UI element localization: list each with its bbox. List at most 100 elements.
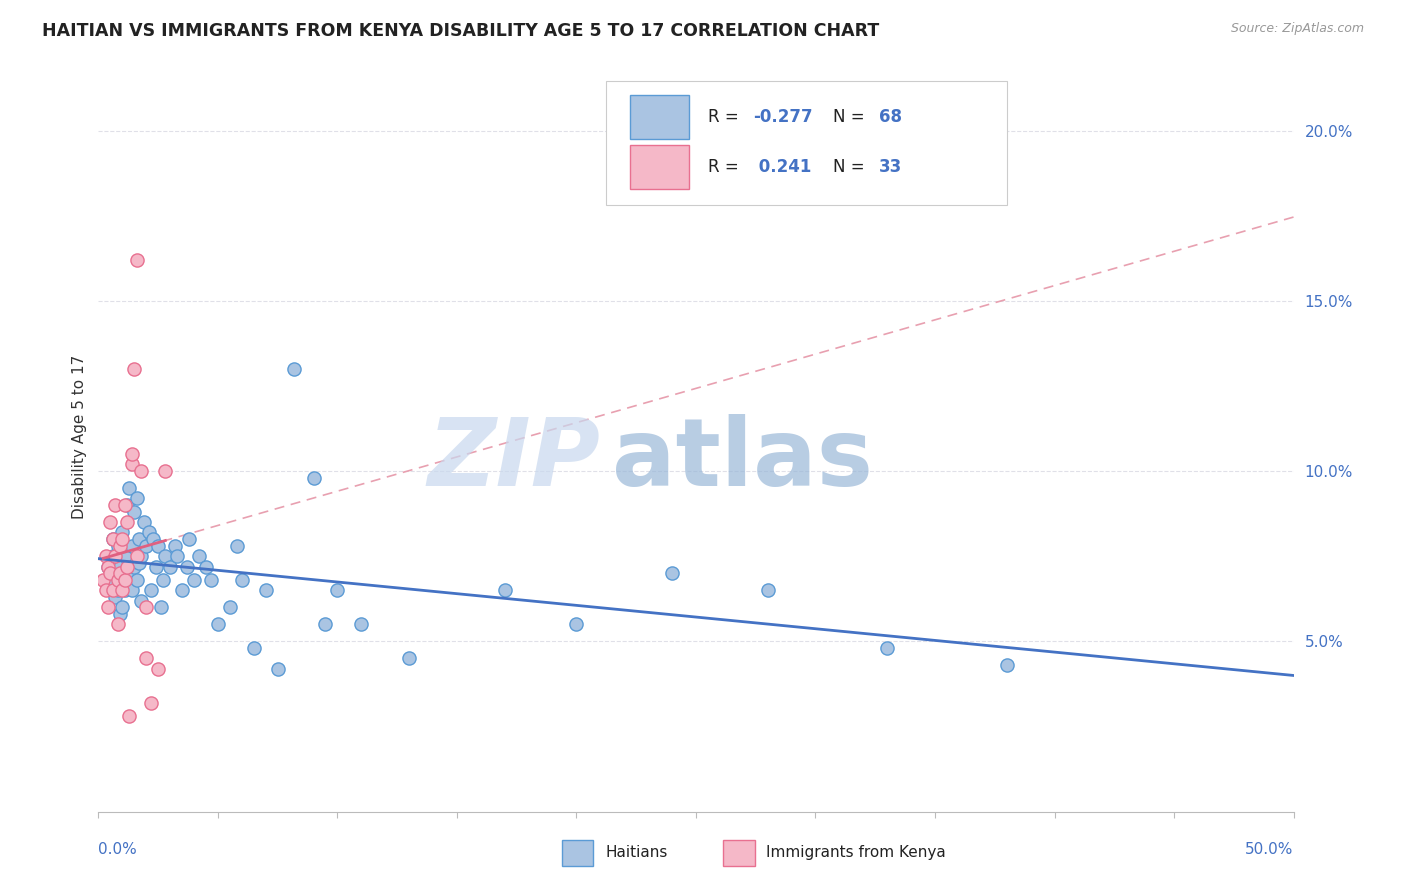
Point (145, 559, 167, 574)
Text: atlas: atlas (613, 414, 873, 506)
Point (98, 566, 122, 581)
Text: N =: N = (834, 159, 870, 177)
Point (118, 481, 141, 495)
Point (111, 583, 134, 598)
Text: 0.0%: 0.0% (98, 842, 138, 856)
FancyBboxPatch shape (630, 95, 689, 139)
Point (114, 549, 136, 564)
Point (138, 525, 160, 540)
Point (995, 658, 1018, 673)
Point (98, 515, 122, 529)
Point (315, 617, 337, 632)
Point (125, 252, 148, 267)
FancyBboxPatch shape (724, 840, 755, 865)
Point (104, 566, 127, 581)
Text: Immigrants from Kenya: Immigrants from Kenya (766, 846, 946, 861)
Point (231, 573, 253, 587)
Point (494, 583, 516, 598)
Point (254, 583, 277, 598)
Point (121, 539, 143, 553)
Point (104, 549, 127, 564)
Point (195, 559, 218, 574)
Text: N =: N = (834, 108, 870, 126)
Point (111, 533, 134, 547)
Point (283, 362, 305, 376)
Point (128, 533, 150, 547)
Text: 0.241: 0.241 (754, 159, 811, 177)
Point (565, 617, 588, 632)
Point (243, 641, 266, 656)
Point (155, 549, 177, 564)
Point (111, 525, 134, 540)
Point (756, 583, 779, 598)
Text: Haitians: Haitians (605, 846, 668, 861)
Point (350, 617, 373, 632)
Point (114, 498, 136, 512)
FancyBboxPatch shape (630, 145, 689, 189)
Point (107, 539, 129, 553)
Point (661, 566, 683, 581)
Point (226, 539, 249, 553)
Point (121, 583, 143, 598)
Point (131, 464, 153, 478)
Point (155, 464, 177, 478)
Point (179, 533, 201, 547)
Point (163, 539, 186, 553)
Point (107, 583, 129, 598)
Point (104, 590, 127, 604)
Point (107, 617, 129, 632)
Point (219, 600, 242, 615)
Point (135, 651, 157, 665)
Point (114, 583, 136, 598)
Y-axis label: Disability Age 5 to 17: Disability Age 5 to 17 (72, 355, 87, 519)
Point (135, 600, 157, 615)
Point (108, 539, 131, 553)
Text: -0.277: -0.277 (754, 108, 813, 126)
Point (326, 583, 349, 598)
Point (142, 533, 165, 547)
Point (125, 491, 148, 506)
Point (187, 549, 209, 564)
Point (124, 505, 146, 519)
Point (101, 583, 124, 598)
Text: Source: ZipAtlas.com: Source: ZipAtlas.com (1230, 22, 1364, 36)
Point (207, 617, 229, 632)
Point (124, 362, 146, 376)
Point (267, 662, 290, 676)
Point (115, 515, 138, 529)
Point (121, 458, 143, 472)
Point (149, 600, 172, 615)
Point (101, 533, 124, 547)
FancyBboxPatch shape (562, 840, 593, 865)
Point (124, 559, 146, 574)
Point (114, 573, 136, 587)
Point (94, 583, 117, 598)
Point (118, 709, 141, 723)
Point (125, 549, 148, 564)
Point (183, 573, 205, 587)
Point (131, 549, 153, 564)
Point (135, 539, 157, 553)
Point (132, 515, 155, 529)
Point (159, 559, 181, 574)
Point (91, 573, 114, 587)
Point (115, 573, 138, 587)
Point (148, 539, 170, 553)
Point (111, 566, 134, 581)
Point (97, 559, 120, 574)
Point (101, 549, 124, 564)
Point (97, 559, 120, 574)
Point (115, 559, 138, 574)
Point (148, 662, 170, 676)
Point (108, 559, 131, 574)
Point (166, 549, 188, 564)
Text: HAITIAN VS IMMIGRANTS FROM KENYA DISABILITY AGE 5 TO 17 CORRELATION CHART: HAITIAN VS IMMIGRANTS FROM KENYA DISABIL… (42, 22, 879, 40)
Point (876, 641, 898, 656)
Point (302, 471, 325, 485)
Point (172, 583, 194, 598)
Point (101, 533, 124, 547)
Point (104, 498, 127, 512)
Point (125, 573, 148, 587)
Text: R =: R = (709, 108, 744, 126)
Point (108, 566, 131, 581)
